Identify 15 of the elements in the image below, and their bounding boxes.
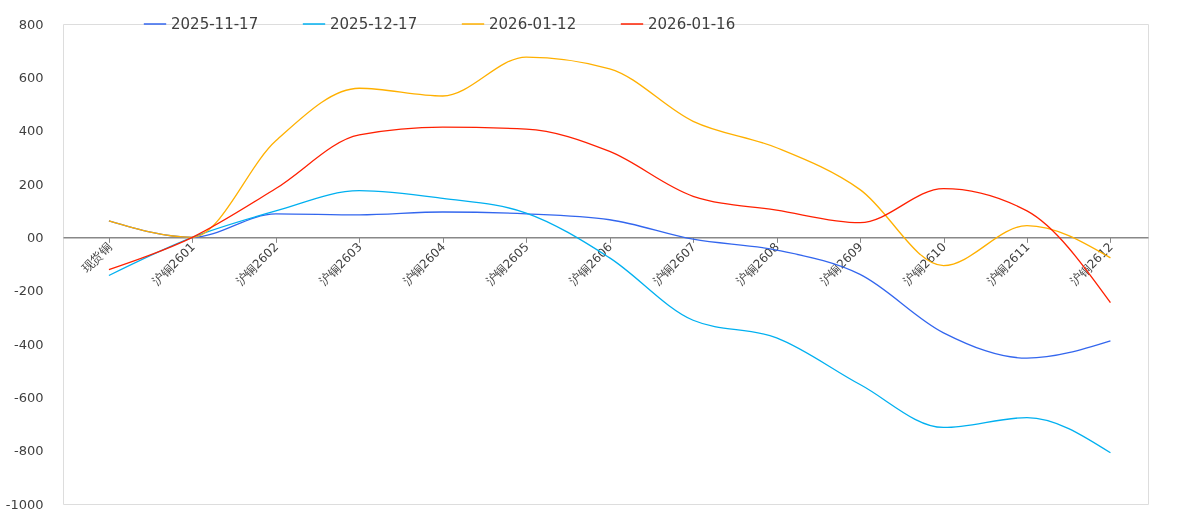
y-tick-label: -200 — [13, 283, 44, 299]
y-tick-label: 600 — [18, 69, 44, 85]
y-tick-label: 200 — [18, 176, 44, 192]
y-tick-label: -400 — [13, 336, 44, 352]
legend-label: 2026-01-12 — [489, 15, 577, 33]
legend-label: 2026-01-16 — [648, 15, 736, 33]
legend-label: 2025-11-17 — [171, 15, 259, 33]
y-tick-label: -800 — [13, 443, 44, 459]
y-tick-label: 800 — [18, 16, 44, 32]
x-tick-label: 现货铜 — [79, 239, 115, 276]
y-tick-label: -1000 — [5, 496, 44, 512]
y-tick-label: 00 — [26, 229, 44, 245]
y-tick-label: -600 — [13, 389, 44, 405]
y-tick-label: 400 — [18, 123, 44, 139]
legend-label: 2025-12-17 — [330, 15, 418, 33]
